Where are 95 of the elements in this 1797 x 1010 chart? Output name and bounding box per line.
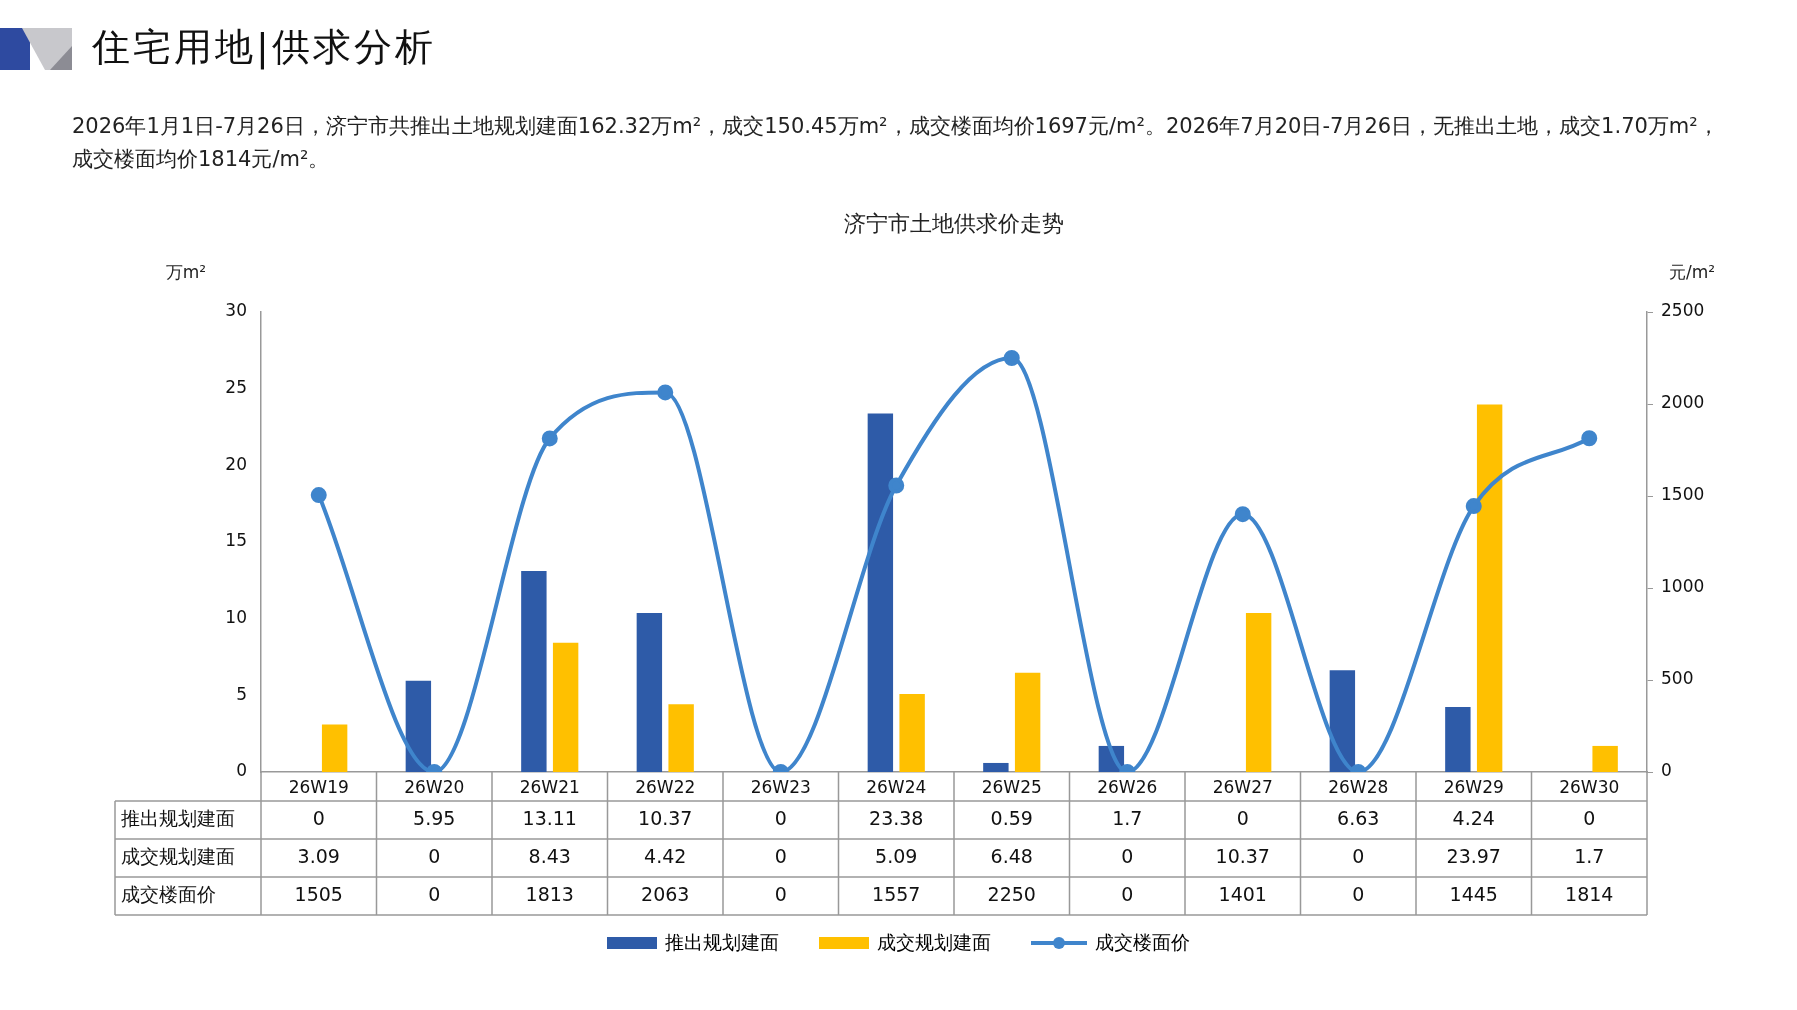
point (1465, 498, 1482, 515)
text: 济宁市土地供求价走势 (844, 210, 1064, 236)
data-label: 23.97 (1446, 844, 1501, 867)
legend-label: 成交楼面价 (1095, 930, 1190, 955)
data-label: 2250 (987, 882, 1036, 905)
y2-tick-label: 2000 (1661, 392, 1705, 413)
x-tick-label: 26W19 (288, 776, 349, 797)
x-tick-label: 26W27 (1212, 776, 1273, 797)
data-label: 0 (1352, 844, 1365, 867)
bar (405, 680, 432, 772)
bar (321, 724, 348, 772)
legend-label: 成交规划建面 (877, 930, 991, 955)
bar (1592, 745, 1618, 772)
y2-tick-label: 1000 (1661, 576, 1705, 597)
data-label: 0 (1121, 882, 1134, 905)
data-label: 4.24 (1452, 806, 1495, 829)
x-tick-label: 26W28 (1328, 776, 1389, 797)
data-label: 1505 (294, 882, 343, 905)
data-label: 1557 (872, 882, 921, 905)
data-label: 1.7 (1112, 806, 1143, 829)
data-label: 0 (428, 844, 441, 867)
data-label: 0 (1236, 806, 1249, 829)
x-tick-label: 26W21 (519, 776, 580, 797)
bar (1245, 612, 1272, 772)
text: 成交楼面价 (121, 882, 216, 905)
bar (899, 693, 925, 772)
y-tick-label: 15 (225, 530, 247, 551)
data-label: 1445 (1449, 882, 1498, 905)
bar (521, 570, 547, 772)
data-label: 0 (312, 806, 325, 829)
y-tick-label: 20 (225, 453, 247, 474)
data-label: 10.37 (1215, 844, 1270, 867)
y2-tick-label: 500 (1661, 668, 1694, 689)
legend-label: 推出规划建面 (665, 930, 779, 955)
y-tick-label: 5 (236, 683, 247, 704)
x-tick-label: 26W22 (635, 776, 696, 797)
data-label: 0 (1121, 844, 1134, 867)
data-label: 0 (774, 844, 787, 867)
data-label: 3.09 (297, 844, 340, 867)
x-tick-label: 26W23 (750, 776, 811, 797)
point (1234, 506, 1251, 523)
bar (1445, 706, 1471, 772)
bar (1476, 404, 1503, 772)
data-label: 1.7 (1574, 844, 1605, 867)
data-label: 1813 (525, 882, 574, 905)
y-tick-label: 25 (225, 377, 247, 398)
x-tick-label: 26W20 (404, 776, 465, 797)
bar (668, 704, 694, 772)
data-label: 0 (428, 882, 441, 905)
x-tick-label: 26W29 (1443, 776, 1504, 797)
data-label: 0 (774, 882, 787, 905)
data-label: 0.59 (990, 806, 1033, 829)
y2-tick-label: 2500 (1661, 300, 1705, 321)
point (1003, 350, 1020, 366)
data-label: 1814 (1565, 882, 1614, 905)
bar (1329, 670, 1356, 772)
bar (1014, 672, 1041, 772)
y-tick-label: 30 (225, 300, 247, 321)
text: 推出规划建面 (121, 806, 235, 829)
x-tick-label: 26W24 (866, 776, 927, 797)
bar (636, 612, 663, 772)
data-label: 5.95 (413, 806, 456, 829)
data-label: 0 (1352, 882, 1365, 905)
data-label: 4.42 (644, 844, 687, 867)
point (1581, 430, 1598, 447)
point (657, 384, 674, 401)
data-label: 2063 (641, 882, 690, 905)
data-label: 0 (774, 806, 787, 829)
bar (867, 413, 894, 772)
x-tick-label: 26W26 (1097, 776, 1158, 797)
data-label: 23.38 (869, 806, 924, 829)
data-label: 8.43 (528, 844, 571, 867)
y2-axis-title: 元/m² (1668, 262, 1716, 283)
chart-title: 住宅用地|供求分析 (92, 24, 436, 72)
bar (983, 762, 1009, 772)
data-label: 1401 (1218, 882, 1267, 905)
x-tick-label: 26W25 (981, 776, 1042, 797)
data-label: 0 (1583, 806, 1596, 829)
point (310, 487, 327, 504)
point (888, 477, 905, 494)
data-label: 5.09 (875, 844, 918, 867)
x-tick-label: 26W30 (1559, 776, 1620, 797)
y2-tick-label: 0 (1661, 760, 1672, 781)
y-axis-title: 万m² (165, 262, 207, 283)
y-tick-label: 10 (225, 607, 247, 628)
y2-tick-label: 1500 (1661, 484, 1705, 505)
data-label: 10.37 (638, 806, 693, 829)
data-label: 13.11 (522, 806, 577, 829)
data-label: 6.48 (990, 844, 1033, 867)
bar (552, 642, 579, 772)
point (541, 430, 558, 447)
text: 成交规划建面 (121, 844, 235, 867)
y-tick-label: 0 (236, 760, 247, 781)
chart-subtitle: 2026年1月1日-7月26日，济宁市共推出土地规划建面162.32万m²，成交150.45万m²，成交楼面均价1697元/m²。2026年7月20日-7月26日，无推出土地，成交1.70万m²，成交楼面均价1814元/m²。 (72, 113, 1720, 173)
data-label: 6.63 (1337, 806, 1380, 829)
